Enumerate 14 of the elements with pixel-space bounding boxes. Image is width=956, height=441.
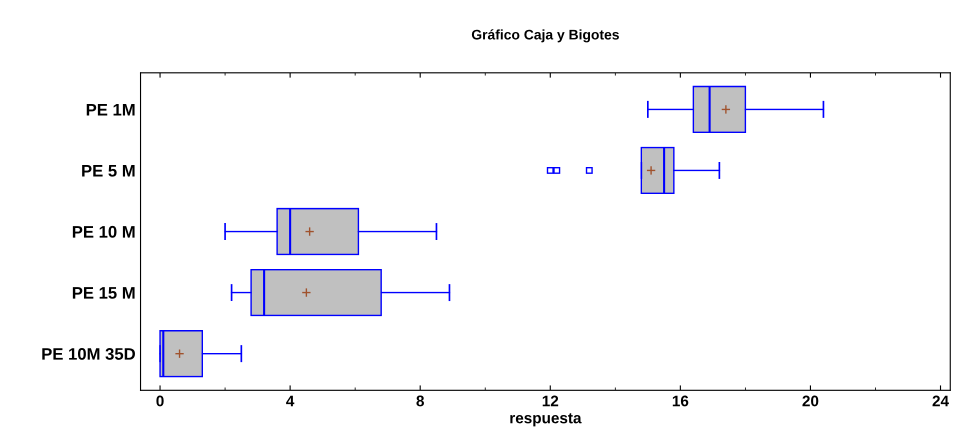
x-tick-label: 4 bbox=[286, 396, 294, 406]
y-tick-label: PE 5 M bbox=[82, 165, 135, 177]
x-tick-label: 16 bbox=[672, 396, 688, 406]
x-tick-label: 12 bbox=[542, 396, 558, 406]
y-tick-label: PE 10 M bbox=[72, 226, 135, 238]
x-axis-title: respuesta bbox=[510, 413, 582, 426]
y-tick-label: PE 1M bbox=[86, 104, 135, 116]
y-tick-label: PE 15 M bbox=[72, 287, 135, 299]
x-tick-label: 0 bbox=[156, 396, 164, 406]
y-tick-label: PE 10M 35D bbox=[42, 348, 135, 360]
x-tick-label: 24 bbox=[932, 396, 949, 406]
x-tick-label: 20 bbox=[802, 396, 818, 406]
chart-title: Gráfico Caja y Bigotes bbox=[472, 29, 619, 42]
x-tick-label: 8 bbox=[416, 396, 424, 406]
